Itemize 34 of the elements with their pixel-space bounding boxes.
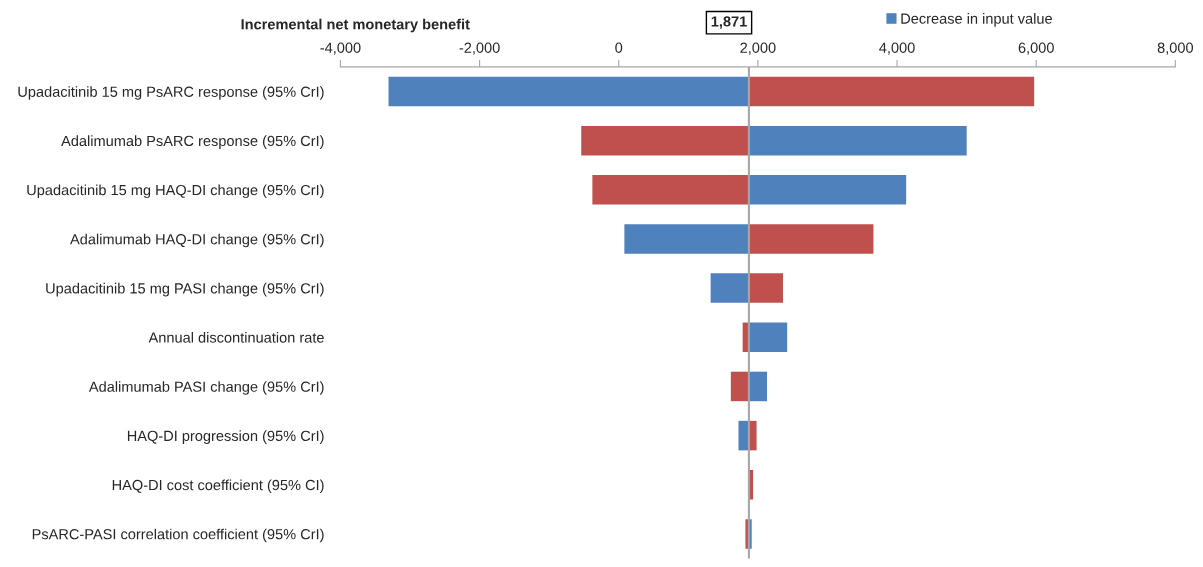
chart-title: Incremental net monetary benefit	[241, 18, 470, 33]
bar	[748, 224, 874, 254]
bar	[748, 76, 1035, 107]
y-tick-label: PsARC-PASI correlation coefficient (95% CrI)	[32, 528, 324, 543]
bar	[592, 175, 749, 205]
bar	[748, 175, 907, 205]
bar	[624, 224, 749, 254]
y-tick-label: Upadacitinib 15 mg PsARC response (95% CrI)	[18, 86, 324, 100]
bar	[730, 371, 749, 402]
bar	[738, 420, 749, 451]
y-tick-label: Adalimumab PsARC response (95% CrI)	[61, 135, 324, 149]
y-tick-label: Adalimumab HAQ-DI change (95% CrI)	[70, 233, 324, 248]
bar	[748, 371, 767, 402]
y-tick-label: HAQ-DI cost coefficient (95% CI)	[112, 479, 324, 494]
x-tick-label: 4,000	[879, 42, 915, 55]
bar	[748, 322, 788, 353]
bar	[388, 76, 749, 107]
text: 1,871	[711, 16, 747, 29]
y-tick-label: Annual discontinuation rate	[148, 332, 324, 343]
y-tick-label: Adalimumab PASI change (95% CrI)	[88, 381, 324, 395]
y-tick-label: HAQ-DI progression (95% CrI)	[127, 430, 324, 444]
bar	[581, 125, 749, 156]
x-tick-label: -2,000	[459, 42, 500, 55]
x-tick-label: 0	[615, 42, 623, 53]
bar	[748, 125, 967, 156]
y-tick-label: Upadacitinib 15 mg HAQ-DI change (95% CrI)	[27, 184, 324, 199]
legend-label: Decrease in input value	[901, 13, 1052, 27]
x-tick-label: 2,000	[740, 42, 776, 55]
x-tick-label: -4,000	[320, 42, 361, 55]
x-tick-label: 6,000	[1018, 42, 1054, 55]
bar	[748, 273, 784, 303]
bar	[710, 273, 749, 303]
x-tick-label: 8,000	[1157, 42, 1194, 55]
y-tick-label: Upadacitinib 15 mg PASI change (95% CrI)	[46, 282, 324, 297]
